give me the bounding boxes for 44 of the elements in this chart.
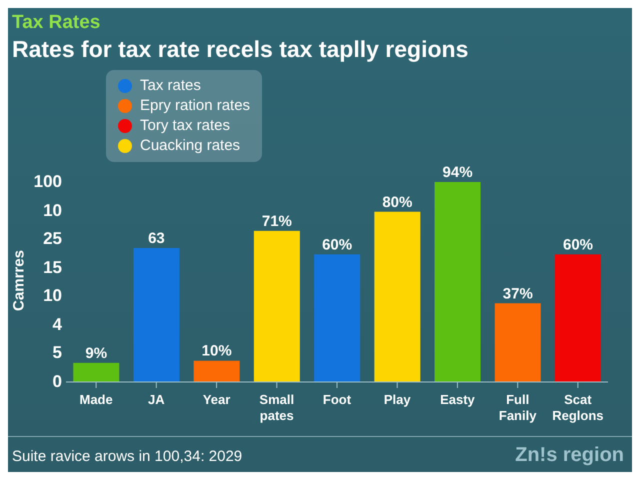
text: 10 bbox=[42, 286, 62, 306]
bar bbox=[133, 248, 180, 382]
bar bbox=[314, 254, 360, 382]
x-tick-label: Foot bbox=[322, 392, 352, 407]
text: 5 bbox=[52, 343, 62, 364]
x-tick-label: Easty bbox=[440, 392, 476, 407]
bar bbox=[555, 254, 602, 382]
y-axis-title: Camrres bbox=[10, 249, 28, 313]
x-tick-label: Small pates bbox=[259, 392, 294, 423]
data-label: 80% bbox=[382, 194, 412, 211]
bar bbox=[374, 212, 420, 382]
bar bbox=[254, 230, 300, 382]
x-tick-label: Play bbox=[384, 392, 412, 407]
data-label: 94% bbox=[442, 164, 473, 181]
legend-label: Tory tax rates bbox=[139, 116, 232, 136]
data-label: 60% bbox=[322, 236, 352, 254]
x-tick-label: Scat Reglons bbox=[552, 392, 604, 423]
legend-label: Tax rates bbox=[139, 76, 202, 96]
legend-label: Epry ration rates bbox=[139, 96, 250, 116]
bar bbox=[434, 182, 481, 382]
data-label: 37% bbox=[502, 285, 533, 302]
legend-label: Cuacking rates bbox=[139, 136, 242, 156]
data-label: 71% bbox=[262, 212, 292, 230]
bar bbox=[194, 360, 240, 382]
text: Zn!s region bbox=[515, 444, 624, 467]
bar bbox=[494, 303, 541, 382]
text: 4 bbox=[52, 314, 62, 335]
text: 25 bbox=[42, 229, 62, 250]
data-label: 9% bbox=[85, 344, 108, 362]
x-tick-label: Made bbox=[79, 392, 113, 407]
chart-subtitle: Tax Rates bbox=[12, 12, 100, 34]
bar bbox=[73, 362, 120, 382]
x-tick-label: Full Fanily bbox=[498, 392, 538, 423]
x-tick-label: Year bbox=[202, 392, 230, 407]
text: 100 bbox=[32, 172, 62, 192]
x-tick-label: JA bbox=[148, 392, 166, 407]
text: 0 bbox=[52, 372, 62, 392]
text: Suite ravice arows in 100,34: 2029 bbox=[12, 448, 242, 465]
data-label: 10% bbox=[202, 342, 232, 360]
text: 10 bbox=[42, 200, 62, 221]
chart-title: Rates for tax rate recels tax taplly regions bbox=[12, 36, 468, 63]
text: 15 bbox=[42, 258, 62, 278]
data-label: 63 bbox=[148, 230, 165, 247]
data-label: 60% bbox=[562, 236, 594, 254]
